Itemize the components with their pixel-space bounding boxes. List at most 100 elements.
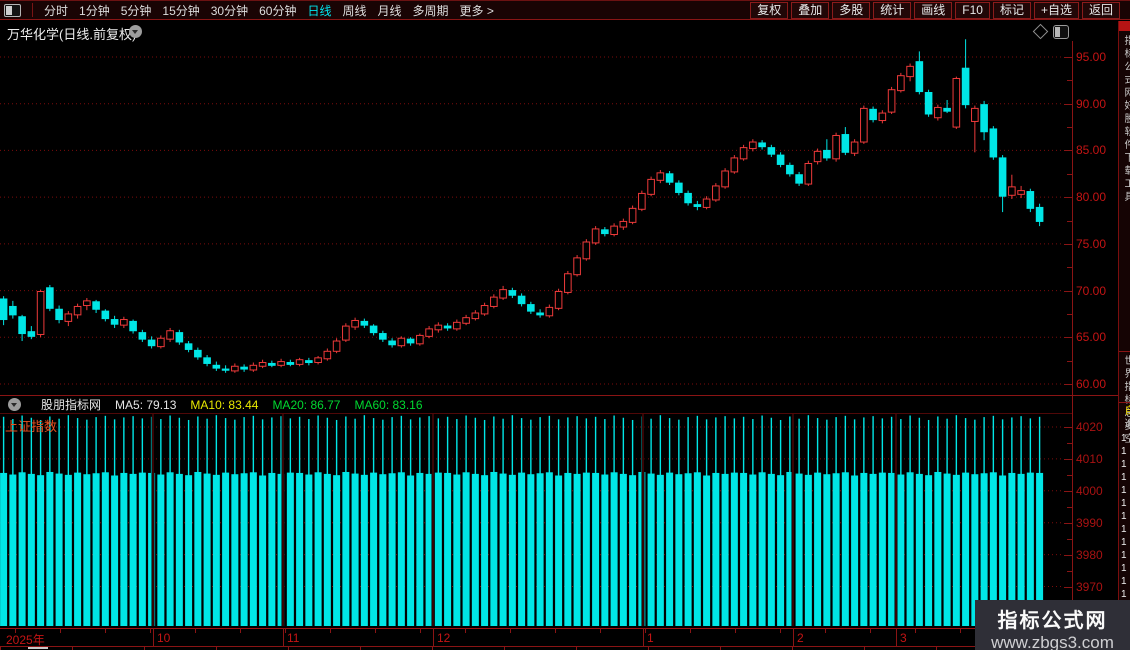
- indicator-source[interactable]: 股朋指标网: [41, 398, 102, 412]
- ma-value-3: MA60: 83.16: [354, 397, 423, 412]
- sub-price-label-4020: 4020: [1076, 420, 1103, 434]
- sub-axis-minor-tick: [1067, 538, 1072, 540]
- indicator-row: 股朋指标网 MA5: 79.13 MA10: 83.44 MA20: 86.77 MA…: [0, 396, 1096, 413]
- button-复权[interactable]: 复权: [750, 1, 789, 19]
- bottom-grid-stub: [936, 646, 937, 650]
- axis-tick: [1064, 384, 1072, 385]
- button-+自选[interactable]: +自选: [1033, 1, 1079, 19]
- sub-price-label-3990: 3990: [1076, 515, 1103, 530]
- date-label-12: 12: [437, 631, 451, 645]
- strip-tab-label2: 选: [1122, 418, 1130, 431]
- price-label-60: 60.00: [1076, 377, 1107, 391]
- button-返回[interactable]: 返回: [1081, 1, 1120, 19]
- axis-minor-tick: [1067, 127, 1072, 129]
- price-label-95: 95.00: [1076, 50, 1107, 64]
- price-label-80: 80.00: [1076, 190, 1107, 205]
- button-标记[interactable]: 标记: [992, 1, 1031, 19]
- period-更多 >[interactable]: 更多 >: [459, 3, 494, 18]
- date-label-11: 11: [287, 631, 300, 645]
- sub-chart-label: 上证指数: [5, 419, 58, 434]
- date-minor-tick: [645, 628, 646, 633]
- price-label-85: 85.00: [1076, 143, 1107, 158]
- date-minor-tick: [195, 628, 196, 633]
- bottom-grid-stub: [792, 646, 793, 650]
- ma-value-2: MA20: 86.77: [272, 397, 341, 412]
- period-周线[interactable]: 周线: [342, 3, 367, 18]
- sub-axis-tick: [1064, 427, 1072, 428]
- sub-price-label-4000: 4000: [1076, 483, 1103, 498]
- clipped-text-fragment: [28, 647, 48, 649]
- sub-index-chart[interactable]: [0, 414, 1072, 628]
- period-60分钟[interactable]: 60分钟: [259, 3, 297, 18]
- panel-icon[interactable]: [1053, 25, 1069, 39]
- period-多周期[interactable]: 多周期: [412, 3, 449, 18]
- strip-tab-label[interactable]: 自: [1122, 405, 1130, 416]
- month-separator: [793, 628, 794, 646]
- sub-axis-tick: [1064, 522, 1072, 524]
- bottom-grid-stub: [576, 646, 577, 650]
- layout-toggle-icon[interactable]: [4, 3, 21, 17]
- date-label-2: 2: [797, 631, 804, 645]
- ma-value-1: MA10: 83.44: [190, 397, 259, 412]
- bottom-grid-stub: [648, 646, 649, 650]
- date-minor-tick: [105, 628, 106, 633]
- period-日线[interactable]: 日线: [307, 3, 332, 18]
- axis-minor-tick: [1067, 80, 1072, 82]
- button-F10[interactable]: F10: [955, 1, 990, 19]
- bottom-grid-stub: [864, 646, 865, 650]
- axis-minor-tick: [1067, 173, 1072, 175]
- date-label-1: 1: [647, 631, 654, 645]
- date-minor-tick: [510, 628, 511, 633]
- bottom-grid-stub: [144, 646, 145, 650]
- collapse-chevron-icon[interactable]: [129, 25, 142, 38]
- month-separator: [283, 628, 284, 646]
- button-画线[interactable]: 画线: [914, 1, 953, 19]
- sub-price-label-4010: 4010: [1076, 451, 1103, 466]
- watermark: 指标公式网 www.zbgs3.com: [975, 600, 1130, 650]
- axis-minor-tick: [1067, 360, 1072, 362]
- axis-tick: [1064, 243, 1072, 245]
- period-1分钟[interactable]: 1分钟: [79, 3, 110, 18]
- indicator-collapse-icon[interactable]: [8, 398, 21, 411]
- button-多股[interactable]: 多股: [832, 1, 871, 19]
- top-toolbar: 分时 1分钟 5分钟 15分钟 30分钟 60分钟 日线 周线 月线 多周期 更多 > 复权 叠加 多股…: [0, 0, 1130, 20]
- date-minor-tick: [960, 628, 961, 633]
- strip-clipped-text2: 世界指标总多空: [1122, 355, 1130, 446]
- axis-tick: [1064, 197, 1072, 199]
- period-15分钟[interactable]: 15分钟: [162, 3, 200, 18]
- strip-red-block: [1119, 21, 1130, 31]
- main-candlestick-chart[interactable]: [0, 36, 1072, 395]
- bottom-grid-stub: [216, 646, 217, 650]
- date-minor-tick: [465, 628, 466, 633]
- period-分时[interactable]: 分时: [44, 3, 69, 18]
- date-label-10: 10: [157, 631, 171, 645]
- period-menu: 分时 1分钟 5分钟 15分钟 30分钟 60分钟 日线 周线 月线 多周期 更多 >: [0, 2, 750, 19]
- date-minor-tick: [690, 628, 691, 633]
- period-5分钟[interactable]: 5分钟: [120, 3, 152, 18]
- sub-price-label-3980: 3980: [1076, 547, 1103, 562]
- date-minor-tick: [60, 628, 61, 633]
- toolbar-buttons: 复权 叠加 多股 统计 画线 F10 标记 +自选 返回: [750, 1, 1130, 19]
- period-月线[interactable]: 月线: [377, 3, 402, 18]
- date-minor-tick: [825, 628, 826, 633]
- bottom-grid-stub: [504, 646, 505, 650]
- strip-clipped-text: 指标公式网好股软件下载工具: [1122, 35, 1130, 204]
- axis-tick: [1064, 57, 1072, 58]
- period-30分钟[interactable]: 30分钟: [210, 3, 249, 18]
- axis-tick: [1064, 290, 1072, 292]
- axis-minor-tick: [1067, 220, 1072, 222]
- axis-tick: [1064, 337, 1072, 339]
- bottom-grid-stub: [72, 646, 73, 650]
- sub-axis-tick: [1064, 490, 1072, 492]
- bottom-grid-stub: [720, 646, 721, 650]
- button-叠加[interactable]: 叠加: [791, 1, 830, 19]
- button-统计[interactable]: 统计: [873, 1, 912, 19]
- axis-tick: [1064, 103, 1072, 105]
- date-minor-tick: [870, 628, 871, 633]
- date-minor-tick: [285, 628, 286, 633]
- price-label-65: 65.00: [1076, 330, 1107, 345]
- date-minor-tick: [735, 628, 736, 633]
- sub-axis-minor-tick: [1067, 506, 1072, 508]
- toolbar-divider: [32, 3, 33, 17]
- date-minor-tick: [915, 628, 916, 633]
